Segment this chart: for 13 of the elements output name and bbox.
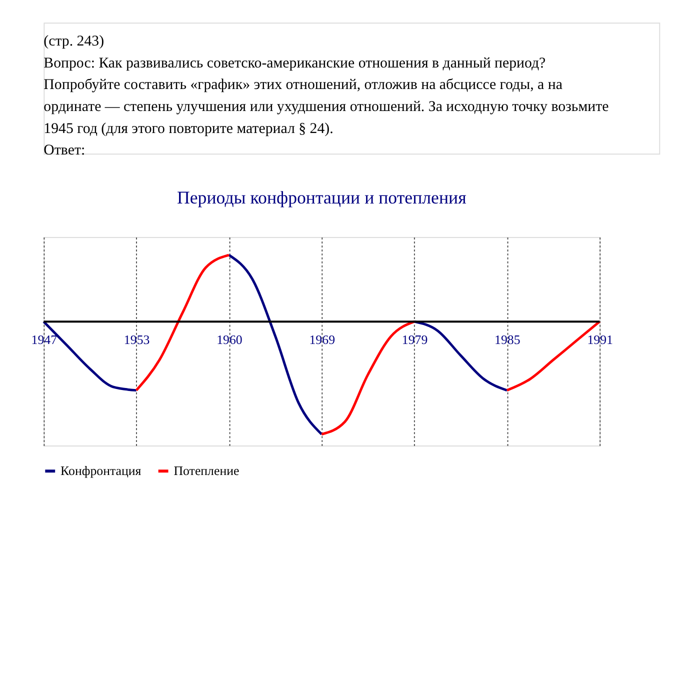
- x-tick-label: 1985: [494, 332, 520, 347]
- chart-title: Периоды конфронтации и потепления: [176, 187, 466, 208]
- x-tick-label: 1960: [216, 332, 242, 347]
- x-tick-label: 1953: [124, 332, 150, 347]
- text: Вопрос: Как развивались советско-американские отношения в данный период? Попробуйте составить «график» этих отношений, отложив на абсциссе годы, а на ординате — степень улучшения или ухудшения отношений. За исходную точку возьмите 1945 год (для этого повторите материал § 24).: [44, 55, 610, 137]
- legend-label: Конфронтация: [60, 464, 142, 478]
- x-tick-label: 1947: [31, 332, 58, 347]
- legend-label: Потепление: [174, 464, 240, 478]
- x-tick-label: 1979: [402, 332, 428, 347]
- text: (стр. 243): [44, 33, 104, 50]
- x-tick-label: 1991: [587, 332, 613, 347]
- x-tick-label: 1969: [309, 332, 336, 347]
- text: Ответ:: [44, 142, 86, 159]
